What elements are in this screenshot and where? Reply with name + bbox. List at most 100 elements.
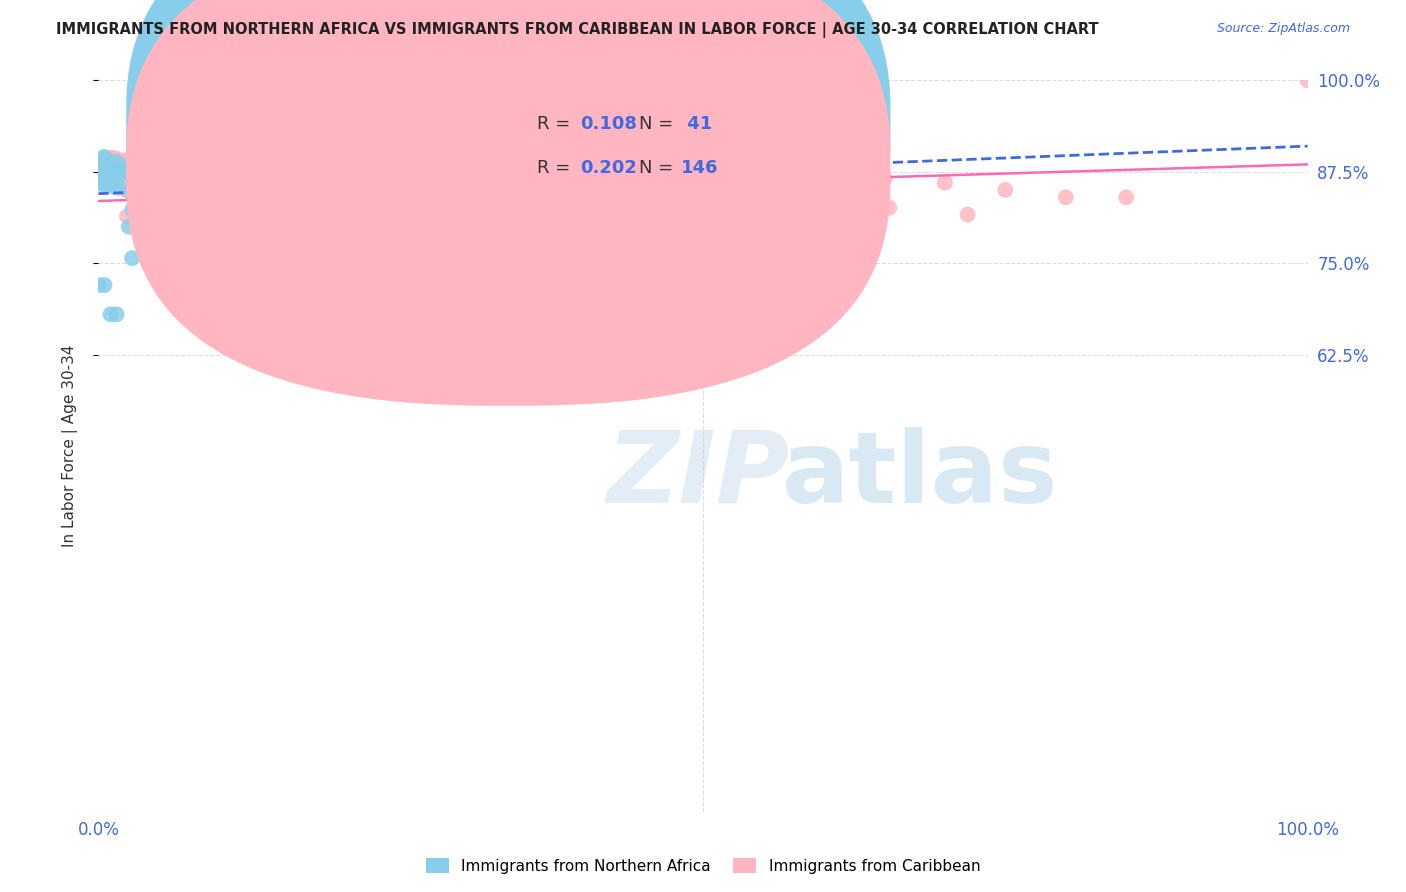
Point: [87, 162, 110, 177]
Point: [108, 162, 131, 177]
Point: [115, 166, 138, 180]
Point: [547, 200, 569, 214]
Point: [148, 136, 170, 151]
Text: R =: R =: [537, 115, 576, 133]
Point: [103, 168, 125, 182]
Point: [129, 187, 152, 202]
Point: [790, 171, 813, 186]
Point: [121, 251, 143, 265]
Point: [598, 192, 620, 206]
Point: [368, 192, 391, 206]
Point: [297, 148, 319, 162]
Point: [118, 219, 141, 234]
Point: [184, 153, 207, 168]
Point: [100, 161, 122, 175]
Point: [247, 176, 270, 190]
Point: [252, 171, 274, 186]
Point: [93, 169, 115, 184]
Point: [89, 153, 111, 168]
Point: [118, 165, 141, 179]
Point: [145, 187, 167, 202]
Point: [103, 180, 125, 194]
Point: [499, 205, 522, 219]
Point: [101, 169, 124, 183]
Point: [110, 164, 132, 178]
Text: 0.108: 0.108: [579, 115, 637, 133]
Point: [631, 103, 654, 118]
Point: [122, 161, 145, 175]
Point: [105, 178, 128, 193]
Point: [101, 160, 124, 174]
Point: [235, 156, 257, 170]
Text: N =: N =: [638, 115, 679, 133]
Point: [122, 184, 145, 198]
Point: [101, 161, 124, 176]
Point: [142, 161, 165, 175]
Point: [93, 152, 115, 166]
Point: [588, 217, 610, 231]
Point: [329, 120, 352, 135]
Point: [105, 307, 128, 321]
Point: [87, 278, 110, 293]
Text: atlas: atlas: [782, 426, 1059, 524]
Point: [344, 218, 367, 232]
Point: [94, 152, 117, 166]
Point: [191, 197, 214, 211]
Point: [291, 123, 314, 137]
Point: [117, 184, 139, 198]
Point: [1115, 190, 1137, 204]
Point: [181, 239, 204, 253]
Point: [100, 151, 122, 165]
Point: [554, 208, 576, 222]
Point: [259, 202, 281, 216]
Legend: Immigrants from Northern Africa, Immigrants from Caribbean: Immigrants from Northern Africa, Immigra…: [419, 852, 987, 880]
Point: [224, 235, 246, 250]
Point: [509, 187, 531, 202]
Point: [94, 163, 117, 178]
Point: [91, 178, 114, 192]
Text: 0.202: 0.202: [579, 159, 637, 177]
Point: [122, 178, 145, 193]
Point: [93, 164, 115, 178]
Point: [87, 174, 110, 188]
Point: [803, 204, 825, 219]
Point: [120, 164, 142, 178]
Point: [188, 218, 211, 232]
Point: [582, 153, 605, 167]
FancyBboxPatch shape: [127, 0, 890, 406]
Text: Source: ZipAtlas.com: Source: ZipAtlas.com: [1216, 22, 1350, 36]
Point: [380, 222, 402, 236]
Text: R =: R =: [537, 159, 576, 177]
Point: [470, 186, 492, 200]
Point: [91, 167, 114, 181]
Point: [589, 217, 612, 231]
Point: [98, 160, 121, 174]
Point: [728, 195, 751, 210]
Point: [105, 154, 128, 169]
Point: [132, 169, 155, 183]
Point: [599, 130, 621, 145]
Point: [125, 136, 148, 150]
Point: [1296, 73, 1319, 87]
Point: [103, 156, 125, 170]
Point: [813, 169, 835, 183]
Point: [132, 180, 155, 194]
Point: [134, 167, 156, 181]
Point: [112, 179, 135, 194]
Point: [115, 210, 138, 224]
FancyBboxPatch shape: [479, 89, 751, 202]
Point: [252, 175, 274, 189]
Point: [593, 145, 616, 160]
Point: [89, 170, 111, 185]
Point: [519, 186, 541, 200]
Point: [523, 174, 546, 188]
Point: [111, 161, 134, 176]
Point: [93, 166, 115, 180]
Point: [98, 177, 121, 191]
Point: [104, 151, 127, 165]
Point: [97, 167, 120, 181]
Point: [238, 143, 260, 157]
Point: [460, 204, 482, 219]
Point: [752, 153, 775, 168]
Point: [90, 168, 112, 182]
